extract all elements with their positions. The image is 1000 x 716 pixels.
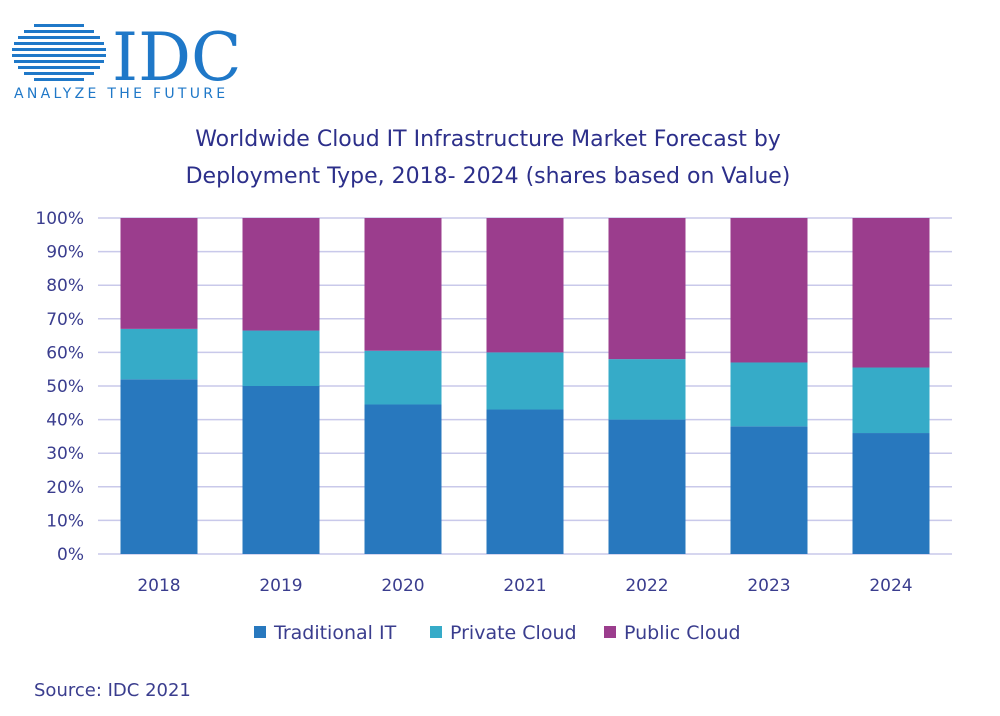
y-tick-label: 30% — [46, 444, 84, 464]
idc-logo: IDC ANALYZE THE FUTURE — [12, 19, 242, 102]
source-note: Source: IDC 2021 — [34, 680, 191, 701]
y-tick-label: 70% — [46, 310, 84, 330]
y-tick-label: 0% — [57, 545, 84, 565]
x-tick-label: 2022 — [625, 576, 668, 596]
x-tick-label: 2020 — [381, 576, 424, 596]
bar-segment-public-cloud — [852, 218, 930, 368]
legend-swatch — [604, 626, 616, 638]
bar-segment-public-cloud — [242, 218, 320, 331]
legend-swatch — [430, 626, 442, 638]
y-axis-tick-labels: 0% 10% 20% 30% 40% 50% 60% 70% 80% 90% 100% — [35, 209, 84, 565]
x-tick-label: 2023 — [747, 576, 790, 596]
y-tick-label: 50% — [46, 377, 84, 397]
bar-segment-traditional-it — [120, 379, 198, 554]
legend-label: Public Cloud — [624, 622, 741, 644]
x-tick-label: 2018 — [137, 576, 180, 596]
bar-segment-public-cloud — [120, 218, 198, 329]
bar-segment-private-cloud — [852, 367, 930, 434]
y-tick-label: 60% — [46, 343, 84, 363]
x-tick-label: 2024 — [869, 576, 912, 596]
bar-segment-private-cloud — [242, 330, 320, 386]
bars — [120, 218, 930, 554]
y-tick-label: 100% — [35, 209, 84, 229]
bar-segment-traditional-it — [730, 426, 808, 554]
legend-swatch — [254, 626, 266, 638]
logo-tagline: ANALYZE THE FUTURE — [14, 86, 228, 102]
chart-title: Worldwide Cloud IT Infrastructure Market… — [186, 127, 791, 189]
globe-stripes-icon — [12, 24, 106, 81]
legend: Traditional IT Private Cloud Public Cloud — [254, 622, 741, 644]
y-tick-label: 40% — [46, 411, 84, 431]
bar-segment-public-cloud — [364, 218, 442, 351]
x-axis-tick-labels: 2018 2019 2020 2021 2022 2023 2024 — [137, 576, 912, 596]
x-tick-label: 2021 — [503, 576, 546, 596]
y-tick-label: 80% — [46, 276, 84, 296]
bar-segment-traditional-it — [486, 409, 564, 554]
y-tick-label: 90% — [46, 243, 84, 263]
bar-segment-private-cloud — [364, 350, 442, 405]
legend-label: Private Cloud — [450, 622, 577, 644]
bar-segment-private-cloud — [120, 328, 198, 380]
bar-segment-public-cloud — [486, 218, 564, 353]
bar-segment-private-cloud — [608, 359, 686, 420]
bar-segment-public-cloud — [608, 218, 686, 360]
chart-title-line-2: Deployment Type, 2018- 2024 (shares base… — [186, 164, 791, 189]
bar-segment-private-cloud — [486, 352, 564, 410]
chart-title-line-1: Worldwide Cloud IT Infrastructure Market… — [195, 127, 781, 152]
legend-label: Traditional IT — [273, 622, 397, 644]
logo-wordmark: IDC — [112, 19, 242, 96]
bar-segment-traditional-it — [242, 386, 320, 554]
y-tick-label: 20% — [46, 478, 84, 498]
y-tick-label: 10% — [46, 511, 84, 531]
x-tick-label: 2019 — [259, 576, 302, 596]
bar-segment-traditional-it — [852, 433, 930, 554]
bar-segment-public-cloud — [730, 218, 808, 363]
bar-segment-traditional-it — [608, 419, 686, 554]
bar-segment-private-cloud — [730, 362, 808, 427]
bar-segment-traditional-it — [364, 404, 442, 554]
